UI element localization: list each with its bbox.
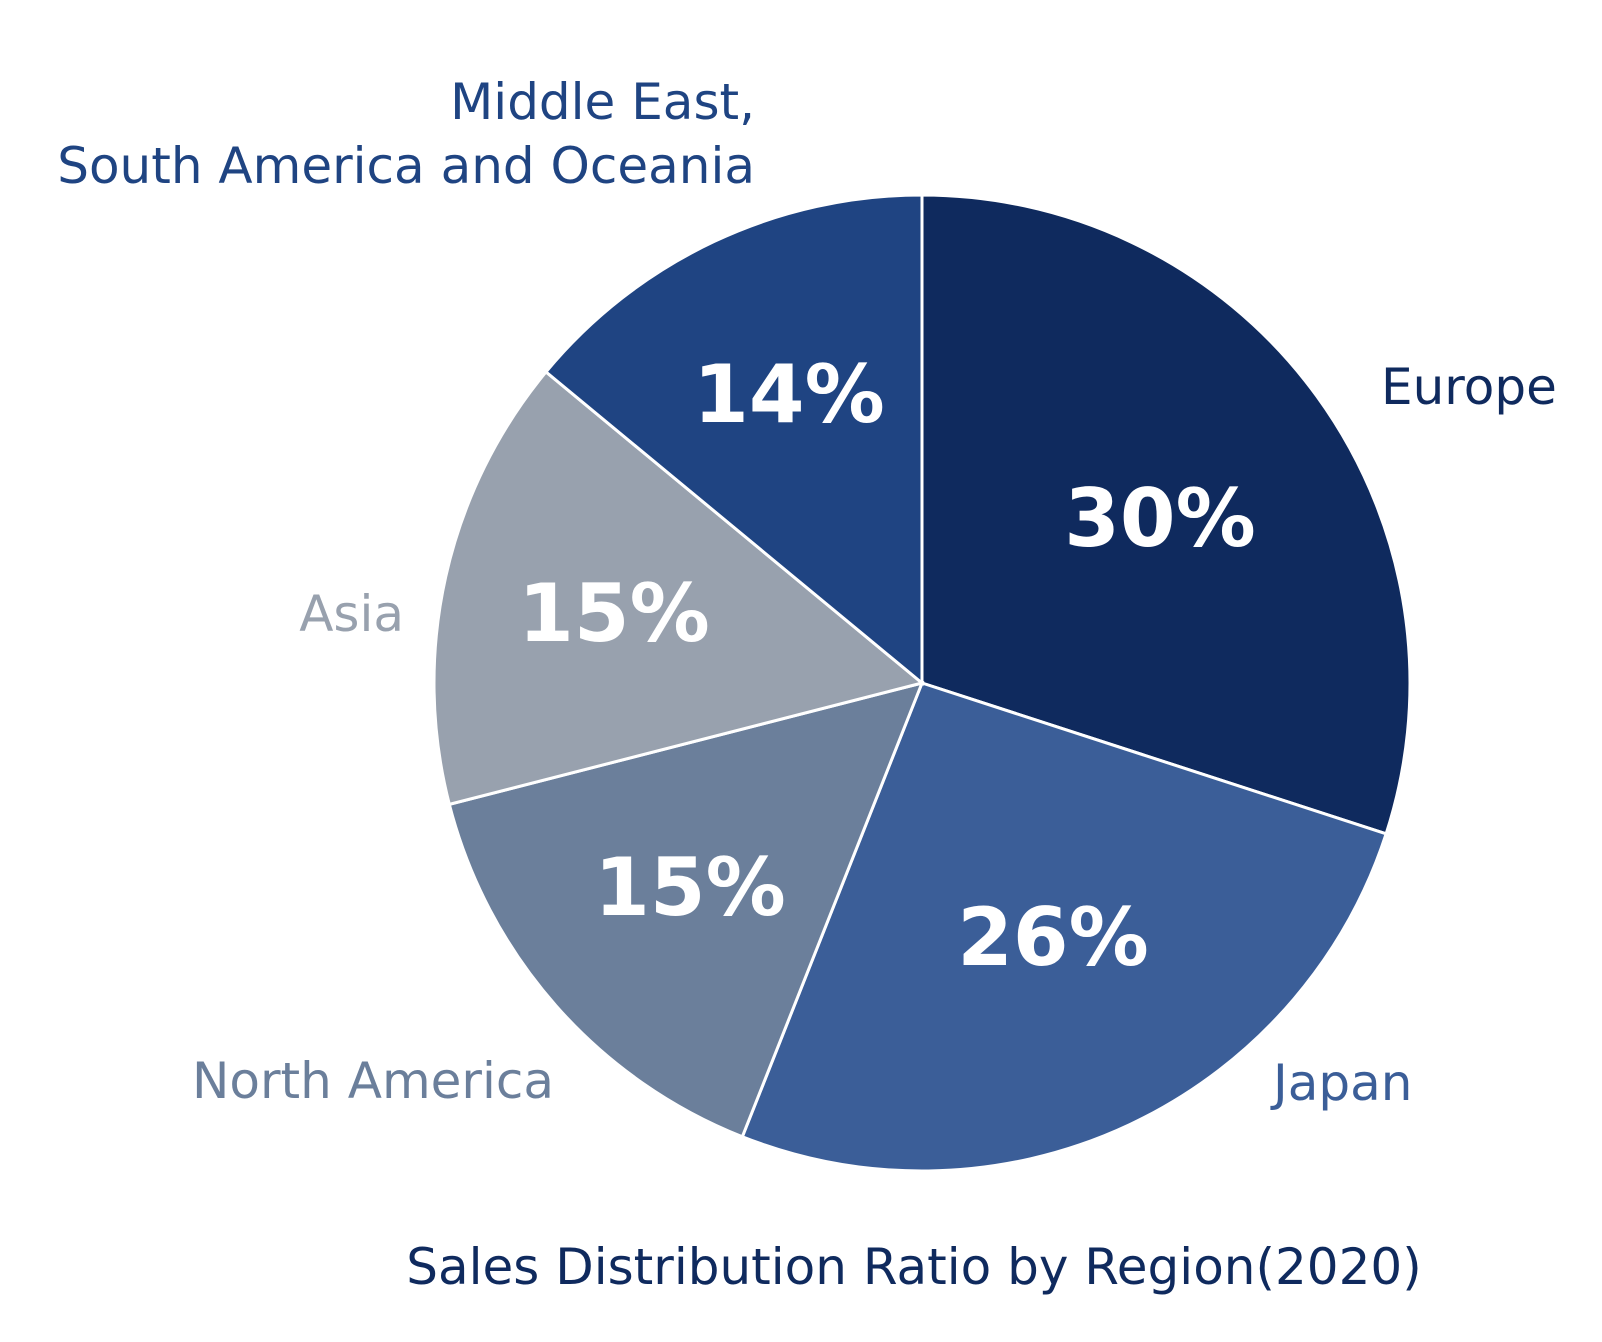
pie-slice [447,680,925,1139]
value-label: 30% [1064,472,1255,565]
value-label: 15% [518,567,709,660]
category-label: Asia [299,585,404,643]
pie-slice [543,193,924,687]
pie-slice [432,369,926,807]
category-label: Middle East, South America and Oceania [57,73,755,195]
value-label: 14% [693,348,884,441]
value-label: 26% [957,891,1148,984]
category-label: Europe [1381,358,1557,416]
value-label: 15% [594,841,785,934]
category-label: North America [192,1052,554,1110]
chart-title: Sales Distribution Ratio by Region(2020) [406,1238,1422,1296]
pie-slice [740,681,1389,1173]
category-label: Japan [1273,1054,1413,1112]
pie-slice [920,193,1412,836]
